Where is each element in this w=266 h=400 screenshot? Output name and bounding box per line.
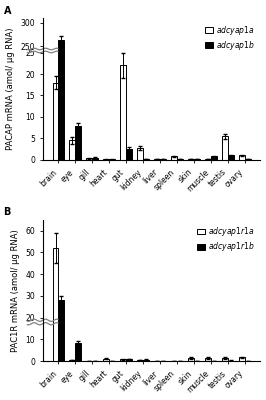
Bar	[109, 159, 115, 160]
Bar	[86, 158, 92, 160]
Bar	[69, 360, 75, 361]
Bar	[228, 360, 234, 361]
Bar	[120, 360, 126, 361]
Bar	[69, 140, 75, 160]
Bar	[59, 300, 64, 361]
Bar	[154, 159, 160, 160]
Bar	[143, 159, 149, 160]
Text: A: A	[3, 6, 11, 16]
Bar	[120, 66, 126, 160]
Bar	[92, 158, 98, 160]
Bar	[239, 156, 245, 160]
Bar	[126, 359, 132, 361]
Bar	[245, 159, 251, 160]
Bar	[59, 40, 64, 160]
Bar	[205, 358, 211, 361]
Legend: $\it{adcyap1r1a}$, $\it{adcyap1r1b}$: $\it{adcyap1r1a}$, $\it{adcyap1r1b}$	[196, 224, 257, 255]
Bar	[103, 159, 109, 160]
Y-axis label: PACAP mRNA (amol/ μg RNA): PACAP mRNA (amol/ μg RNA)	[6, 28, 15, 150]
Bar	[205, 159, 211, 160]
Bar	[239, 357, 245, 361]
Bar	[222, 136, 228, 160]
Bar	[211, 156, 217, 160]
Bar	[75, 126, 81, 160]
Bar	[222, 358, 228, 361]
Bar	[160, 159, 166, 160]
Bar	[188, 159, 194, 160]
Legend: $\it{adcyap1a}$, $\it{adcyap1b}$: $\it{adcyap1a}$, $\it{adcyap1b}$	[204, 22, 257, 54]
Bar	[171, 156, 177, 160]
Bar	[177, 159, 183, 160]
Text: B: B	[3, 207, 11, 217]
Bar	[137, 148, 143, 160]
Bar	[53, 248, 59, 361]
Bar	[53, 83, 59, 160]
Bar	[75, 343, 81, 361]
Bar	[194, 159, 200, 160]
Bar	[126, 149, 132, 160]
Bar	[103, 358, 109, 361]
Bar	[137, 360, 143, 361]
Bar	[143, 360, 149, 361]
Bar	[188, 358, 194, 361]
Bar	[228, 156, 234, 160]
Y-axis label: PAC1R mRNA (amol/ μg RNA): PAC1R mRNA (amol/ μg RNA)	[11, 229, 20, 352]
